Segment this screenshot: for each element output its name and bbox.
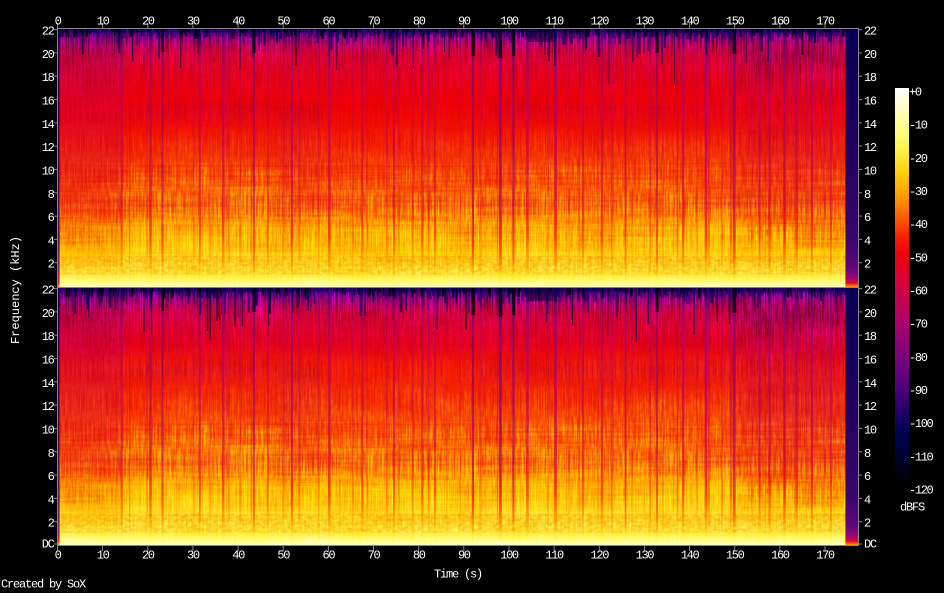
svg-text:100: 100	[500, 549, 519, 563]
svg-text:80: 80	[413, 15, 426, 29]
svg-text:12: 12	[864, 400, 877, 414]
svg-text:6: 6	[864, 211, 871, 225]
svg-text:Time (s): Time (s)	[434, 568, 482, 582]
svg-text:-70: -70	[909, 318, 928, 332]
svg-text:22: 22	[42, 284, 55, 298]
svg-text:100: 100	[500, 15, 519, 29]
svg-text:20: 20	[42, 48, 55, 62]
svg-text:10: 10	[97, 549, 110, 563]
svg-text:12: 12	[42, 141, 55, 155]
svg-text:40: 40	[232, 15, 245, 29]
svg-text:70: 70	[368, 549, 381, 563]
svg-text:22: 22	[864, 284, 877, 298]
svg-text:-30: -30	[909, 185, 928, 199]
svg-text:150: 150	[726, 15, 745, 29]
svg-text:130: 130	[636, 15, 655, 29]
svg-text:16: 16	[864, 95, 877, 109]
svg-text:40: 40	[232, 549, 245, 563]
svg-text:80: 80	[413, 549, 426, 563]
svg-text:160: 160	[771, 549, 790, 563]
svg-text:140: 140	[681, 15, 700, 29]
svg-text:4: 4	[48, 493, 55, 507]
svg-text:8: 8	[48, 447, 55, 461]
svg-text:50: 50	[277, 549, 290, 563]
svg-text:20: 20	[42, 307, 55, 321]
svg-text:2: 2	[864, 258, 871, 272]
svg-text:Frequency (kHz): Frequency (kHz)	[9, 236, 23, 344]
svg-text:16: 16	[864, 354, 877, 368]
svg-text:60: 60	[323, 15, 336, 29]
svg-text:150: 150	[726, 549, 745, 563]
svg-text:20: 20	[142, 15, 155, 29]
svg-text:30: 30	[187, 15, 200, 29]
svg-text:-50: -50	[909, 251, 928, 265]
svg-text:2: 2	[864, 517, 871, 531]
svg-text:8: 8	[864, 188, 871, 202]
svg-text:-80: -80	[909, 351, 928, 365]
svg-text:22: 22	[42, 25, 55, 39]
svg-text:110: 110	[545, 15, 564, 29]
svg-text:-40: -40	[909, 218, 928, 232]
svg-text:130: 130	[636, 549, 655, 563]
svg-text:20: 20	[142, 549, 155, 563]
svg-text:2: 2	[48, 258, 55, 272]
svg-text:4: 4	[864, 493, 871, 507]
svg-text:20: 20	[864, 307, 877, 321]
svg-text:10: 10	[42, 164, 55, 178]
svg-text:60: 60	[323, 549, 336, 563]
svg-text:70: 70	[368, 15, 381, 29]
svg-text:170: 170	[816, 549, 835, 563]
svg-text:DC: DC	[42, 538, 55, 552]
svg-text:4: 4	[864, 234, 871, 248]
svg-text:0: 0	[55, 15, 62, 29]
svg-text:DC: DC	[864, 538, 877, 552]
svg-text:12: 12	[42, 400, 55, 414]
svg-text:-100: -100	[909, 417, 934, 431]
svg-text:120: 120	[591, 15, 610, 29]
svg-text:10: 10	[864, 423, 877, 437]
svg-text:8: 8	[48, 188, 55, 202]
svg-text:10: 10	[864, 164, 877, 178]
svg-text:-60: -60	[909, 285, 928, 299]
svg-text:30: 30	[187, 549, 200, 563]
svg-text:-90: -90	[909, 384, 928, 398]
svg-text:dBFS: dBFS	[900, 501, 925, 515]
svg-text:14: 14	[42, 118, 55, 132]
svg-text:-20: -20	[909, 152, 928, 166]
svg-text:160: 160	[771, 15, 790, 29]
svg-text:-110: -110	[909, 450, 934, 464]
svg-text:120: 120	[591, 549, 610, 563]
svg-text:-10: -10	[909, 119, 928, 133]
svg-text:14: 14	[42, 377, 55, 391]
svg-text:+0: +0	[909, 86, 922, 100]
svg-text:140: 140	[681, 549, 700, 563]
svg-text:6: 6	[48, 211, 55, 225]
svg-text:10: 10	[97, 15, 110, 29]
svg-text:18: 18	[864, 330, 877, 344]
svg-text:18: 18	[42, 330, 55, 344]
svg-text:16: 16	[42, 354, 55, 368]
svg-text:50: 50	[277, 15, 290, 29]
svg-text:22: 22	[864, 25, 877, 39]
svg-text:12: 12	[864, 141, 877, 155]
svg-text:90: 90	[458, 549, 471, 563]
svg-text:20: 20	[864, 48, 877, 62]
svg-text:8: 8	[864, 447, 871, 461]
svg-text:14: 14	[864, 118, 877, 132]
svg-text:16: 16	[42, 95, 55, 109]
svg-text:Created by SoX: Created by SoX	[1, 578, 86, 592]
svg-text:-120: -120	[909, 484, 934, 498]
svg-text:18: 18	[42, 71, 55, 85]
svg-text:170: 170	[816, 15, 835, 29]
svg-text:90: 90	[458, 15, 471, 29]
svg-text:14: 14	[864, 377, 877, 391]
svg-text:6: 6	[48, 470, 55, 484]
svg-text:6: 6	[864, 470, 871, 484]
svg-text:110: 110	[545, 549, 564, 563]
svg-text:0: 0	[55, 549, 62, 563]
svg-text:10: 10	[42, 423, 55, 437]
svg-text:4: 4	[48, 234, 55, 248]
svg-text:18: 18	[864, 71, 877, 85]
svg-text:2: 2	[48, 517, 55, 531]
